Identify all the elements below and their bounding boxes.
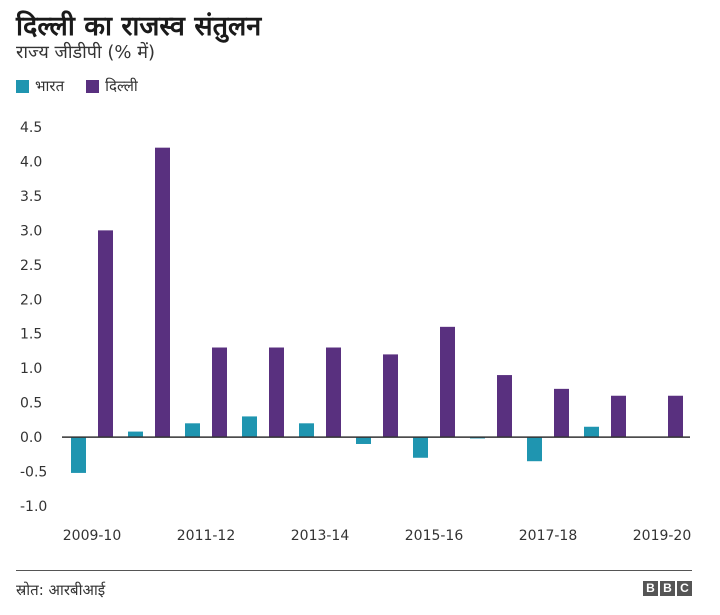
legend-label-delhi: दिल्ली bbox=[105, 77, 138, 95]
y-tick-label: 0.0 bbox=[20, 430, 42, 446]
bar-india bbox=[584, 426, 599, 438]
bbc-logo-letter: B bbox=[660, 581, 675, 596]
x-tick-label: 2009-10 bbox=[63, 528, 122, 544]
bar-delhi bbox=[212, 347, 227, 438]
x-tick-label: 2017-18 bbox=[519, 528, 578, 544]
bar-delhi bbox=[668, 395, 683, 438]
bar-india bbox=[185, 423, 200, 438]
bar-delhi bbox=[326, 347, 341, 438]
x-tick-label: 2011-12 bbox=[177, 528, 236, 544]
bar-india bbox=[242, 416, 257, 438]
y-tick-label: 0.5 bbox=[20, 396, 42, 412]
y-tick-label: -0.5 bbox=[20, 465, 47, 481]
bbc-logo-letter: C bbox=[677, 581, 692, 596]
y-tick-label: -1.0 bbox=[20, 499, 47, 515]
bar-india bbox=[71, 437, 86, 473]
y-tick-label: 1.0 bbox=[20, 361, 42, 377]
bar-india bbox=[128, 431, 143, 438]
chart-title: दिल्ली का राजस्व संतुलन bbox=[16, 11, 262, 42]
bar-delhi bbox=[155, 147, 170, 438]
bar-delhi bbox=[98, 230, 113, 438]
y-tick-label: 3.0 bbox=[20, 223, 42, 239]
bar-india bbox=[299, 423, 314, 438]
x-tick-label: 2013-14 bbox=[291, 528, 350, 544]
bar-delhi bbox=[554, 388, 569, 438]
y-tick-label: 3.5 bbox=[20, 189, 42, 205]
x-tick-label: 2015-16 bbox=[405, 528, 464, 544]
bar-delhi bbox=[269, 347, 284, 438]
footer-divider bbox=[16, 570, 692, 571]
y-tick-label: 2.0 bbox=[20, 292, 42, 308]
legend-item-india: भारत bbox=[16, 76, 64, 96]
legend-label-india: भारत bbox=[35, 77, 65, 95]
bbc-logo-letter: B bbox=[643, 581, 658, 596]
bar-delhi bbox=[611, 395, 626, 438]
y-tick-label: 2.5 bbox=[20, 258, 42, 274]
bar-delhi bbox=[497, 375, 512, 438]
y-tick-label: 4.5 bbox=[20, 120, 42, 136]
legend-swatch-india bbox=[16, 79, 29, 93]
legend-item-delhi: दिल्ली bbox=[86, 76, 138, 96]
y-tick-label: 4.0 bbox=[20, 154, 42, 170]
legend-swatch-delhi bbox=[86, 79, 100, 93]
bbc-logo: B B C bbox=[641, 581, 692, 596]
y-tick-label: 1.5 bbox=[20, 327, 42, 343]
bar-india bbox=[413, 437, 428, 458]
bar-india bbox=[356, 437, 371, 444]
bar-delhi bbox=[383, 354, 398, 438]
x-tick-label: 2019-20 bbox=[633, 528, 692, 544]
chart-subtitle: राज्य जीडीपी (% में) bbox=[16, 42, 156, 63]
bar-delhi bbox=[440, 326, 455, 438]
legend: भारत दिल्ली bbox=[16, 76, 160, 96]
bar-india bbox=[527, 437, 542, 462]
source-note: स्रोत: आरबीआई bbox=[16, 581, 106, 599]
